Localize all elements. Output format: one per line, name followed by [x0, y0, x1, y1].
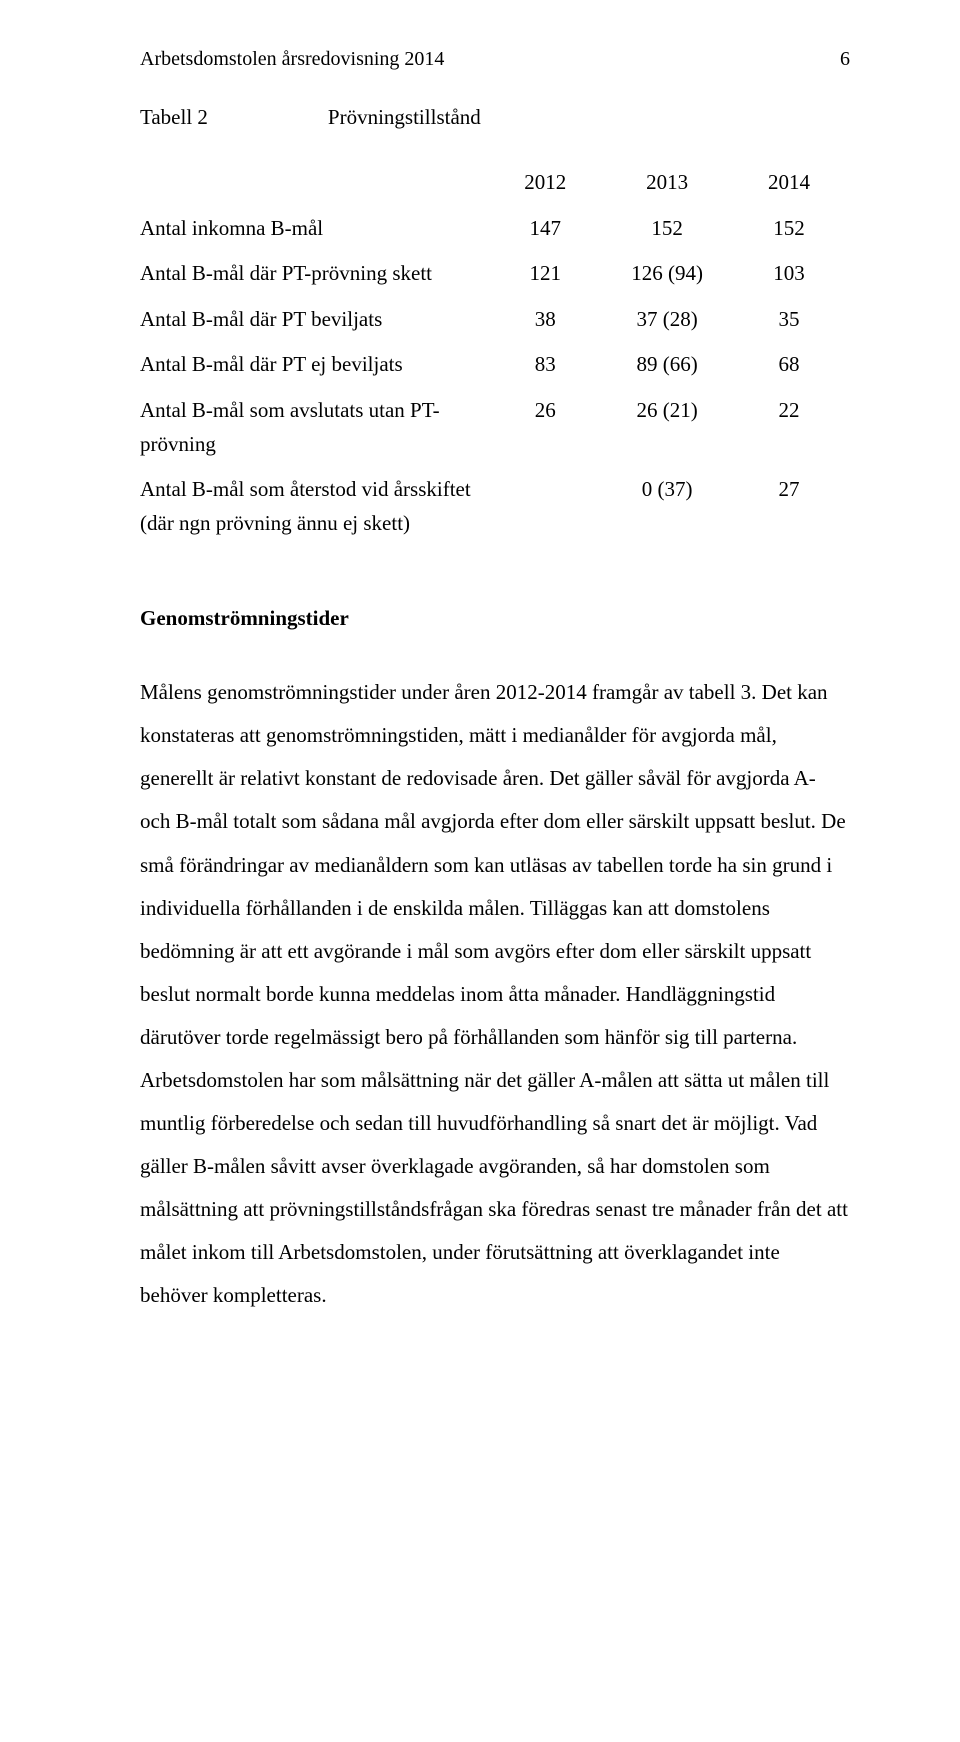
row-label: Antal B-mål som återstod vid årsskiftet …: [140, 467, 484, 546]
row-value: 152: [728, 206, 850, 252]
row-value: 26: [484, 388, 606, 467]
row-value: 83: [484, 342, 606, 388]
row-value: 22: [728, 388, 850, 467]
row-value: 68: [728, 342, 850, 388]
table-row: Antal B-mål där PT ej beviljats 83 89 (6…: [140, 342, 850, 388]
row-value: 103: [728, 251, 850, 297]
table-row: Antal inkomna B-mål 147 152 152: [140, 206, 850, 252]
row-value: 38: [484, 297, 606, 343]
section-heading: Genomströmningstider: [140, 606, 850, 631]
table-row: Antal B-mål som återstod vid årsskiftet …: [140, 467, 850, 546]
table-row: Antal B-mål som avslutats utan PT-prövni…: [140, 388, 850, 467]
header-year: 2012: [484, 160, 606, 206]
header-empty: [140, 160, 484, 206]
document-page: Arbetsdomstolen årsredovisning 2014 6 Ta…: [0, 0, 960, 1742]
body-paragraph: Målens genomströmningstider under åren 2…: [140, 671, 850, 1317]
row-value: 147: [484, 206, 606, 252]
row-label: Antal inkomna B-mål: [140, 206, 484, 252]
table-row: Antal B-mål där PT beviljats 38 37 (28) …: [140, 297, 850, 343]
header-year: 2013: [606, 160, 728, 206]
row-label: Antal B-mål där PT ej beviljats: [140, 342, 484, 388]
table-number: Tabell 2: [140, 105, 208, 130]
table-header-row: 2012 2013 2014: [140, 160, 850, 206]
table-title: Prövningstillstånd: [328, 105, 481, 130]
header-title: Arbetsdomstolen årsredovisning 2014: [140, 48, 444, 71]
data-table: 2012 2013 2014 Antal inkomna B-mål 147 1…: [140, 160, 850, 546]
table-row: Antal B-mål där PT-prövning skett 121 12…: [140, 251, 850, 297]
row-label: Antal B-mål som avslutats utan PT-prövni…: [140, 388, 484, 467]
row-value: 35: [728, 297, 850, 343]
row-label: Antal B-mål där PT beviljats: [140, 297, 484, 343]
row-value: 26 (21): [606, 388, 728, 467]
row-value: 89 (66): [606, 342, 728, 388]
running-header: Arbetsdomstolen årsredovisning 2014 6: [140, 48, 850, 71]
row-value: [484, 467, 606, 546]
row-value: 0 (37): [606, 467, 728, 546]
row-label: Antal B-mål där PT-prövning skett: [140, 251, 484, 297]
row-value: 126 (94): [606, 251, 728, 297]
table-caption: Tabell 2 Prövningstillstånd: [140, 105, 850, 130]
header-year: 2014: [728, 160, 850, 206]
row-value: 152: [606, 206, 728, 252]
header-page-number: 6: [840, 48, 850, 71]
row-value: 37 (28): [606, 297, 728, 343]
row-value: 121: [484, 251, 606, 297]
row-value: 27: [728, 467, 850, 546]
